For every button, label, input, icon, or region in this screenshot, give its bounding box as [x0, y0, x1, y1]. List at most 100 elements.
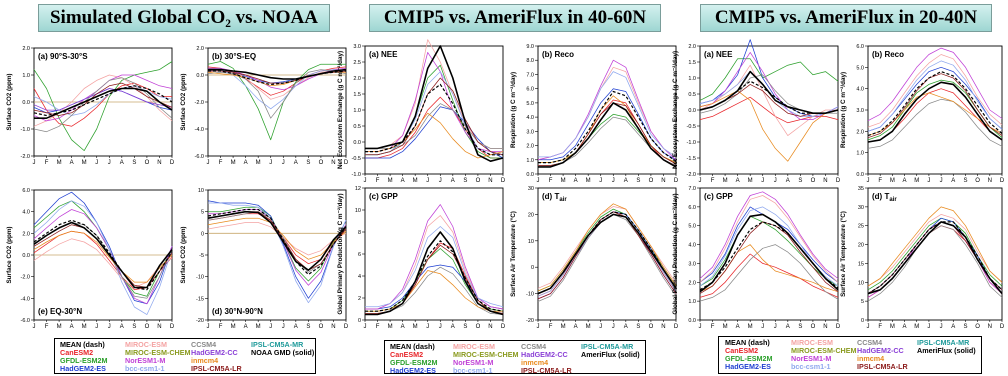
x-tick-label: S — [798, 324, 802, 330]
y-tick-label: -2.0 — [21, 154, 30, 160]
legend-entry: GFDL-ESM2M — [60, 356, 108, 365]
legend-2: MEAN (dash) CanESM2 GFDL-ESM2M HadGEM2-ES MI… — [384, 340, 646, 375]
legend-entry: MIROC-ESM — [453, 342, 495, 351]
y-axis-label: Respiration (g C m⁻²/day) — [840, 72, 847, 148]
y-axis-label: Surface CO2 (ppm) — [180, 73, 187, 130]
y-tick-label: -15 — [196, 296, 204, 302]
legend-entry: MIROC-ESM-CHEM — [125, 348, 191, 357]
series-line — [33, 209, 173, 305]
x-tick-label: D — [836, 178, 841, 184]
series-line — [33, 219, 173, 291]
x-tick-label: S — [636, 324, 640, 330]
y-tick-label: 1.0 — [353, 108, 361, 114]
series-line — [365, 231, 504, 316]
series-line — [699, 80, 839, 114]
y-tick-label: 2.0 — [688, 44, 696, 50]
panel-label: (a) NEE — [369, 50, 398, 59]
series-line — [699, 244, 839, 302]
series-line — [33, 88, 173, 111]
y-tick-label: 25 — [858, 224, 864, 230]
x-tick-label: N — [157, 324, 161, 330]
y-tick-label: 1.0 — [22, 73, 30, 79]
series-line — [699, 215, 839, 287]
x-tick-label: J — [699, 324, 702, 330]
x-tick-label: M — [561, 324, 566, 330]
y-tick-label: -0.5 — [352, 156, 361, 162]
series-line — [207, 61, 346, 141]
series-line — [33, 77, 173, 133]
x-tick-label: D — [674, 324, 679, 330]
y-tick-label: 1.0 — [688, 299, 696, 305]
y-tick-label: 0.0 — [688, 108, 696, 114]
x-tick-label: A — [70, 324, 74, 330]
x-tick-label: D — [1000, 178, 1005, 184]
y-tick-label: 30 — [528, 186, 534, 192]
x-tick-label: M — [57, 324, 62, 330]
x-tick-label: M — [413, 178, 418, 184]
y-tick-label: 2 — [358, 296, 361, 302]
legend-entry: MEAN (dash) — [725, 338, 770, 347]
x-tick-label: M — [748, 324, 753, 330]
y-tick-label: 2.0 — [688, 280, 696, 286]
x-tick-label: S — [306, 324, 310, 330]
y-axis-label: Surface CO2 (ppm) — [6, 73, 13, 130]
series-line — [867, 98, 1003, 149]
y-axis-label: Surface CO2 (ppm) — [6, 226, 13, 283]
group-title-ameriflux-40-60n: CMIP5 vs. AmeriFlux in 40-60N — [369, 4, 661, 32]
x-tick-label: F — [878, 324, 882, 330]
legend-entry: NorESM1-M — [125, 356, 166, 365]
x-tick-label: A — [736, 324, 740, 330]
panel-label: (d) Tair — [872, 192, 897, 203]
plot-frame — [867, 187, 1003, 321]
x-tick-label: J — [867, 324, 870, 330]
x-tick-label: J — [940, 324, 943, 330]
y-tick-label: 10 — [355, 208, 361, 214]
panel-label: (c) GPP — [369, 192, 399, 201]
y-tick-label: 2.0 — [856, 129, 864, 135]
x-tick-label: J — [927, 324, 930, 330]
y-tick-label: 5.0 — [856, 65, 864, 71]
y-tick-label: -4.0 — [21, 296, 30, 302]
y-tick-label: 1.0 — [526, 158, 534, 164]
x-tick-label: M — [256, 324, 261, 330]
series-line — [699, 90, 839, 162]
x-tick-label: O — [319, 324, 324, 330]
legend-entry: NOAA GMD (solid) — [251, 348, 315, 357]
series-line — [365, 112, 504, 159]
x-tick-label: J — [269, 160, 272, 166]
x-tick-label: A — [736, 178, 740, 184]
x-tick-label: F — [219, 160, 223, 166]
y-tick-label: 0 — [201, 231, 204, 237]
legend-entry: NorESM1-M — [791, 354, 832, 363]
legend-entry: HadGEM2-ES — [725, 362, 771, 371]
series-line — [699, 58, 839, 101]
y-tick-label: 4.0 — [22, 210, 30, 216]
y-tick-label: 3.0 — [856, 108, 864, 114]
y-tick-label: 10 — [528, 239, 534, 245]
panel-label: (c) GPP — [704, 192, 734, 201]
x-tick-label: M — [57, 160, 62, 166]
legend-entry: MIROC-ESM-CHEM — [453, 350, 519, 359]
series-line — [207, 217, 347, 260]
x-tick-label: J — [439, 178, 442, 184]
series-line — [699, 96, 839, 124]
series-line — [365, 240, 504, 312]
legend-entry: MIROC-ESM — [791, 338, 833, 347]
series-line — [365, 106, 504, 159]
plot-frame — [699, 187, 839, 321]
legend-entry: MIROC-ESM-CHEM — [791, 346, 857, 355]
legend-entry: bcc-csm1-1 — [791, 362, 831, 371]
x-tick-label: J — [364, 178, 367, 184]
x-tick-label: J — [940, 178, 943, 184]
y-tick-label: -2.0 — [21, 275, 30, 281]
y-tick-label: -6.0 — [195, 154, 204, 160]
legend-entry: IPSL-CM5A-LR — [521, 366, 572, 375]
legend-entry: IPSL-CM5A-MR — [251, 340, 304, 349]
legend-entry: MEAN (dash) — [60, 340, 105, 349]
y-tick-label: 6.0 — [856, 44, 864, 50]
legend-entry: CanESM2 — [725, 346, 759, 355]
x-tick-label: J — [612, 324, 615, 330]
x-tick-label: A — [70, 160, 74, 166]
